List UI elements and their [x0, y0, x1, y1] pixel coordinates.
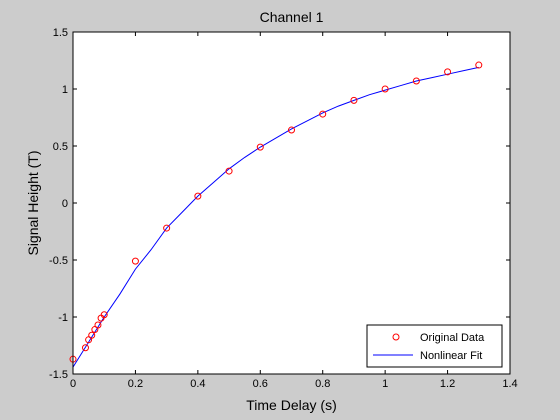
x-tick-label: 1.4 — [502, 378, 517, 390]
axes-box — [72, 31, 511, 375]
data-point — [350, 96, 358, 104]
legend-box — [366, 324, 503, 368]
y-tick-label: -0.5 — [49, 255, 68, 267]
data-point — [475, 61, 483, 69]
data-point — [100, 311, 108, 319]
data-point — [381, 85, 389, 93]
data-point — [256, 143, 264, 151]
legend-label-original-data: Original Data — [420, 332, 485, 344]
x-tick-label: 0.2 — [128, 378, 143, 390]
y-tick-label: 0 — [62, 198, 68, 210]
data-point — [131, 257, 139, 265]
chart-title: Channel 1 — [260, 9, 324, 25]
x-tick-label: 0 — [70, 378, 76, 390]
data-point — [225, 167, 233, 175]
legend: Original Data Nonlinear Fit — [366, 324, 503, 368]
tick-labels-group: 0 0.2 0.4 0.6 0.8 1 1.2 1.4 -1.5 -1 -0.5 0 0.5 1 1.5 — [49, 27, 518, 390]
y-tick-label: 1 — [62, 84, 68, 96]
data-point — [88, 331, 96, 339]
y-tick-label: 0.5 — [53, 141, 68, 153]
y-tick-label: -1 — [58, 312, 68, 324]
data-point — [194, 192, 202, 200]
x-tick-label: 1.2 — [440, 378, 455, 390]
data-point — [288, 126, 295, 134]
data-point — [444, 68, 452, 76]
data-point — [319, 110, 327, 118]
data-point — [94, 321, 102, 329]
x-tick-label: 0.4 — [190, 378, 205, 390]
legend-marker-original-data — [392, 333, 400, 341]
x-axis-label: Time Delay (s) — [246, 397, 337, 413]
y-tick-label: -1.5 — [49, 369, 68, 381]
x-tick-label: 0.8 — [315, 378, 330, 390]
y-axis-label: Signal Height (T) — [25, 150, 41, 255]
data-point — [163, 224, 171, 232]
fit-layer — [72, 66, 479, 368]
legend-label-nonlinear-fit: Nonlinear Fit — [420, 350, 482, 362]
x-tick-label: 1 — [382, 378, 388, 390]
y-tick-label: 1.5 — [53, 27, 68, 39]
data-point — [412, 77, 420, 85]
x-tick-label: 0.6 — [253, 378, 268, 390]
plot-area — [73, 32, 510, 374]
nonlinear-fit-line — [72, 66, 479, 368]
data-point — [81, 344, 89, 352]
